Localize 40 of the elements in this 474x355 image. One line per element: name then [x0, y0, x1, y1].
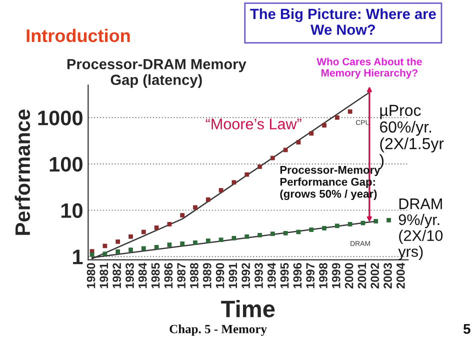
- x-tick-label: 1997: [306, 263, 315, 288]
- x-tick-label: 1996: [293, 263, 302, 288]
- x-tick-label: 1980: [86, 263, 96, 288]
- x-tick-label: 2000: [344, 263, 354, 288]
- x-tick-label: 1986: [164, 263, 173, 288]
- x-tick-label: 1992: [242, 263, 250, 288]
- y-tick-label: 1: [73, 250, 83, 264]
- text: The Big Picture: Where are We Now?: [250, 8, 436, 35]
- x-tick-label: 1987: [177, 263, 186, 288]
- x-tick-label: 1993: [254, 263, 263, 288]
- x-tick-label: 1999: [332, 263, 340, 288]
- x-tick-label: 1994: [267, 262, 276, 288]
- x-tick-label: 1995: [280, 262, 289, 288]
- x-tick-label: 2003: [384, 263, 392, 288]
- y-tick-label: 1000: [38, 110, 82, 126]
- x-tick-label: 2004: [396, 262, 405, 288]
- x-tick-label: 1983: [126, 263, 134, 288]
- x-axis-title: Time: [221, 300, 275, 318]
- y-axis-title: Performance: [14, 110, 30, 235]
- annotation: “Moore’s Law”: [206, 118, 302, 130]
- annotation: Who Cares About the Memory Hierarchy?: [316, 58, 422, 79]
- x-tick-label: 1998: [319, 262, 328, 288]
- y-tick-label: 100: [50, 156, 82, 172]
- annotation: DRAM 9%/yr. (2X/10 yrs): [398, 198, 443, 260]
- x-tick-label: 1982: [112, 263, 122, 288]
- x-tick-label: 1991: [228, 262, 238, 288]
- x-tick-label: 1984: [138, 262, 147, 288]
- text: 5: [463, 324, 470, 334]
- x-tick-label: 1988: [190, 262, 198, 288]
- annotation: µProc 60%/yr. (2X/1.5yr ): [379, 104, 444, 170]
- x-tick-label: 1985: [151, 262, 160, 288]
- chart-title: Processor-DRAM Memory Gap (latency): [67, 59, 246, 88]
- x-tick-label: 1989: [202, 263, 212, 288]
- x-tick-label: 2002: [370, 263, 380, 288]
- x-tick-label: 1990: [216, 263, 224, 288]
- text: Chap. 5 - Memory: [170, 324, 267, 336]
- text: Introduction: [26, 28, 130, 42]
- y-tick-label: 10: [61, 203, 82, 218]
- x-tick-label: 1981: [100, 262, 108, 288]
- x-tick-label: 2001: [358, 262, 366, 288]
